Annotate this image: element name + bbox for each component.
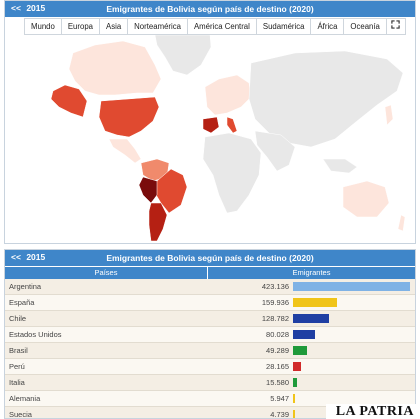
year-label: 2015 xyxy=(26,3,46,13)
map-panel: << 2015 Emigrantes de Bolivia según país… xyxy=(4,0,416,244)
table-year-label: 2015 xyxy=(26,252,46,262)
row-country: Estados Unidos xyxy=(9,330,62,339)
map-australia[interactable] xyxy=(342,180,390,218)
map-italy[interactable] xyxy=(226,116,238,134)
back-button[interactable]: << 2015 xyxy=(11,3,45,13)
row-bar-cell xyxy=(293,295,415,310)
expand-icon[interactable] xyxy=(387,19,405,34)
row-bar xyxy=(293,362,301,371)
back-label: << xyxy=(11,3,21,13)
map-canada[interactable] xyxy=(68,40,162,96)
table-panel: << 2015 Emigrantes de Bolivia según país… xyxy=(4,249,416,419)
row-bar xyxy=(293,346,307,355)
tab-sudamerica[interactable]: Sudamérica xyxy=(257,19,312,34)
la-patria-logo: LA PATRIA xyxy=(326,404,416,419)
tab-africa[interactable]: África xyxy=(311,19,345,34)
map-alaska[interactable] xyxy=(50,84,88,118)
row-bar xyxy=(293,410,295,418)
tab-europa[interactable]: Europa xyxy=(62,19,100,34)
map-asia[interactable] xyxy=(248,50,404,148)
row-bar-cell xyxy=(293,343,415,358)
row-bar xyxy=(293,378,298,387)
tab-norteamerica[interactable]: Norteamérica xyxy=(128,19,188,34)
row-bar xyxy=(293,298,338,307)
row-bar-cell xyxy=(293,391,415,406)
map-titlebar: << 2015 Emigrantes de Bolivia según país… xyxy=(5,1,415,17)
row-value: 15.580 xyxy=(266,378,289,387)
row-bar-cell xyxy=(293,359,415,374)
table-row[interactable]: Estados Unidos 80.028 xyxy=(5,327,415,343)
map-title: Emigrantes de Bolivia según país de dest… xyxy=(106,4,314,14)
row-bar-cell xyxy=(293,311,415,326)
row-bar xyxy=(293,314,329,323)
row-country: España xyxy=(9,298,35,307)
map-united-states[interactable] xyxy=(98,96,160,138)
row-country: Argentina xyxy=(9,282,42,291)
tab-america-central[interactable]: América Central xyxy=(188,19,257,34)
row-country: Brasil xyxy=(9,346,28,355)
map-peru[interactable] xyxy=(138,176,158,204)
table-row[interactable]: Argentina 423.136 xyxy=(5,279,415,295)
row-value: 28.165 xyxy=(266,362,289,371)
map-brazil[interactable] xyxy=(154,168,188,214)
table-row[interactable]: Italia 15.580 xyxy=(5,375,415,391)
table-title: Emigrantes de Bolivia según país de dest… xyxy=(106,253,314,263)
table-row[interactable]: Alemania 5.947 xyxy=(5,391,415,407)
header-emigrants[interactable]: Emigrantes xyxy=(208,267,415,279)
row-value: 128.782 xyxy=(261,314,289,323)
table-row[interactable]: España 159.936 xyxy=(5,295,415,311)
map-argentina[interactable] xyxy=(148,202,168,242)
map-mexico[interactable] xyxy=(108,138,142,164)
row-bar xyxy=(293,394,295,403)
row-value: 4.739 xyxy=(270,410,289,419)
row-country: Perú xyxy=(9,362,25,371)
row-country: Suecia xyxy=(9,410,32,419)
map-new-zealand[interactable] xyxy=(397,214,406,232)
table-row[interactable]: Perú 28.165 xyxy=(5,359,415,375)
region-tabs: Mundo Europa Asia Norteamérica América C… xyxy=(24,18,406,35)
table-body: Argentina 423.136 España 159.936 Chile 128.78… xyxy=(5,279,415,419)
table-back-button[interactable]: << 2015 xyxy=(11,252,45,262)
row-value: 5.947 xyxy=(270,394,289,403)
table-titlebar: << 2015 Emigrantes de Bolivia según país… xyxy=(5,250,415,266)
row-bar-cell xyxy=(293,327,415,342)
world-map xyxy=(50,35,406,242)
row-value: 423.136 xyxy=(261,282,289,291)
row-value: 159.936 xyxy=(261,298,289,307)
table-row[interactable]: Suecia 4.739 xyxy=(5,407,415,419)
row-value: 80.028 xyxy=(266,330,289,339)
map-greenland[interactable] xyxy=(154,35,212,76)
row-country: Chile xyxy=(9,314,27,323)
table-row[interactable]: Brasil 49.289 xyxy=(5,343,415,359)
row-bar-cell xyxy=(293,279,415,294)
map-japan[interactable] xyxy=(384,104,394,126)
row-country: Italia xyxy=(9,378,25,387)
table-row[interactable]: Chile 128.782 xyxy=(5,311,415,327)
row-bar-cell xyxy=(293,375,415,390)
tab-mundo[interactable]: Mundo xyxy=(25,19,62,34)
row-value: 49.289 xyxy=(266,346,289,355)
row-bar xyxy=(293,330,316,339)
map-india[interactable] xyxy=(254,130,296,172)
map-southeast-asia[interactable] xyxy=(322,158,358,174)
map-spain[interactable] xyxy=(202,116,220,134)
row-country: Alemania xyxy=(9,394,41,403)
table-back-label: << xyxy=(11,252,21,262)
map-europe[interactable] xyxy=(204,74,252,116)
row-bar-cell xyxy=(293,407,415,418)
tab-oceania[interactable]: Oceanía xyxy=(344,19,387,34)
header-countries[interactable]: Países xyxy=(5,267,208,279)
map-africa[interactable] xyxy=(202,132,262,214)
tab-asia[interactable]: Asia xyxy=(100,19,129,34)
table-header: Países Emigrantes xyxy=(5,267,415,279)
row-bar xyxy=(293,282,410,291)
